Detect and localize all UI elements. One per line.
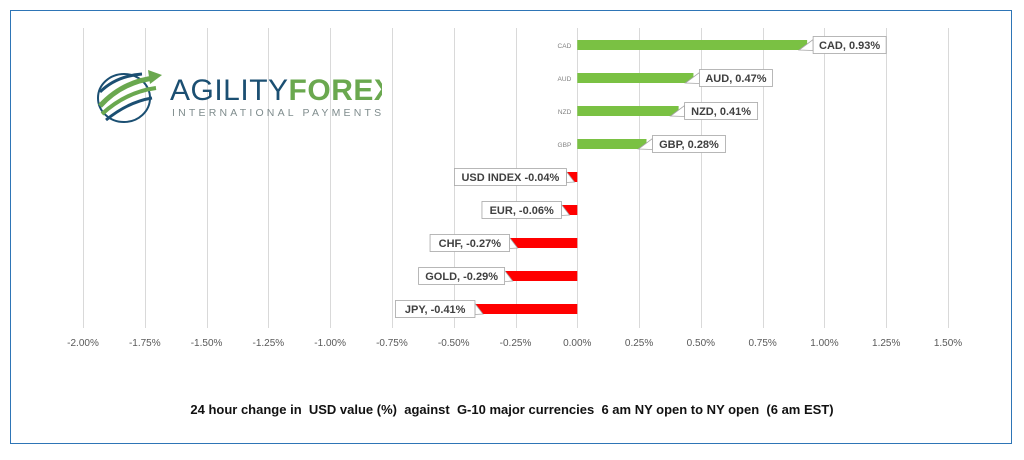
agility-forex-logo: AGILITYFOREX INTERNATIONAL PAYMENTS <box>97 70 382 123</box>
category-axis-label: CAD <box>558 43 572 50</box>
bar <box>562 205 578 215</box>
brand-name-part1: AGILITY <box>170 74 289 107</box>
data-label: USD INDEX -0.04% <box>461 172 559 184</box>
data-label: AUD, 0.47% <box>705 73 766 85</box>
data-label-box <box>699 69 773 87</box>
bar <box>567 172 578 182</box>
data-label: JPY, -0.41% <box>405 304 466 316</box>
data-label-box <box>395 300 476 318</box>
data-label-box <box>652 135 726 153</box>
x-tick-label: -1.50% <box>191 338 223 349</box>
chart-caption: 24 hour change in USD value (%) against … <box>190 402 834 417</box>
category-axis-label: NZD <box>558 109 572 116</box>
bar <box>510 238 578 248</box>
bar <box>505 271 578 281</box>
category-axis-labels: CAD AUD NZD GBP <box>558 43 572 149</box>
category-axis-label: AUD <box>558 76 572 83</box>
x-tick-label: 1.50% <box>934 338 962 349</box>
x-tick-label: 1.25% <box>872 338 900 349</box>
x-tick-label: -0.50% <box>438 338 470 349</box>
data-label: EUR, -0.06% <box>490 205 554 217</box>
data-label-box <box>684 102 759 120</box>
x-tick-label: 0.00% <box>563 338 591 349</box>
bar <box>577 73 694 83</box>
data-label: CAD, 0.93% <box>819 40 880 52</box>
data-label-box <box>481 201 562 219</box>
x-axis-tick-labels: -2.00% -1.75% -1.50% -1.25% -1.00% -0.75% -0.5… <box>67 338 962 349</box>
x-tick-label: 0.25% <box>625 338 653 349</box>
x-tick-label: -1.25% <box>253 338 285 349</box>
bar <box>577 106 679 116</box>
x-tick-label: -0.25% <box>500 338 532 349</box>
x-tick-label: -0.75% <box>376 338 408 349</box>
data-label: GBP, 0.28% <box>659 139 719 151</box>
brand-tagline: INTERNATIONAL PAYMENTS <box>172 107 382 119</box>
bar <box>577 139 647 149</box>
x-tick-label: -1.00% <box>314 338 346 349</box>
x-tick-label: 0.50% <box>687 338 715 349</box>
chart-frame <box>10 10 1012 444</box>
x-tick-label: 0.75% <box>748 338 776 349</box>
x-tick-label: -1.75% <box>129 338 161 349</box>
category-axis-label: GBP <box>558 142 572 149</box>
data-label-box <box>812 36 887 54</box>
x-tick-label: 1.00% <box>810 338 838 349</box>
data-label: CHF, -0.27% <box>439 238 502 250</box>
x-tick-label: -2.00% <box>67 338 99 349</box>
bars <box>475 40 808 314</box>
bar <box>475 304 578 314</box>
brand-name-part2: FOREX <box>289 74 382 107</box>
data-label: NZD, 0.41% <box>691 106 751 118</box>
brand-name: AGILITYFOREX <box>170 74 382 107</box>
globe-arrow-icon <box>97 70 162 123</box>
data-label-box <box>429 234 510 252</box>
data-label-box <box>453 168 567 186</box>
data-labels: CAD, 0.93% AUD, 0.47% NZD, 0.41% GBP, 0.28%… <box>395 36 887 318</box>
data-label: GOLD, -0.29% <box>425 271 498 283</box>
bar <box>577 40 808 50</box>
data-label-box <box>418 267 506 285</box>
